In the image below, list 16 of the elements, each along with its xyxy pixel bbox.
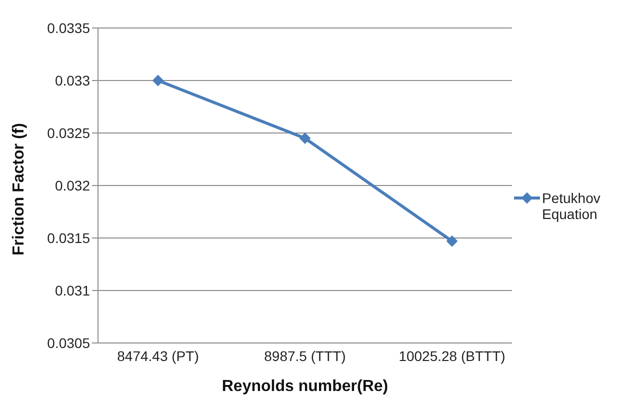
legend-label: Petukhov Equation	[542, 190, 602, 222]
y-tick-label: 0.031	[54, 282, 90, 298]
y-tick-label: 0.0305	[47, 334, 90, 351]
y-tick-label: 0.032	[54, 177, 90, 194]
y-tick-label: 0.0335	[47, 20, 90, 36]
x-tick-label: 8987.5 (TTT)	[264, 348, 346, 364]
y-tick-label: 0.033	[54, 72, 90, 88]
point	[446, 236, 458, 247]
x-tick-label: 10025.28 (BTTT)	[398, 348, 506, 364]
y-tick-label: 0.0325	[47, 124, 90, 141]
x-tick-label: 8474.43 (PT)	[117, 348, 199, 364]
point	[300, 132, 310, 144]
x-axis-title: Reynolds number(Re)	[222, 378, 388, 395]
point	[152, 75, 164, 86]
y-tick-label: 0.0315	[47, 230, 90, 246]
y-axis-title: Friction Factor (f)	[10, 123, 28, 256]
